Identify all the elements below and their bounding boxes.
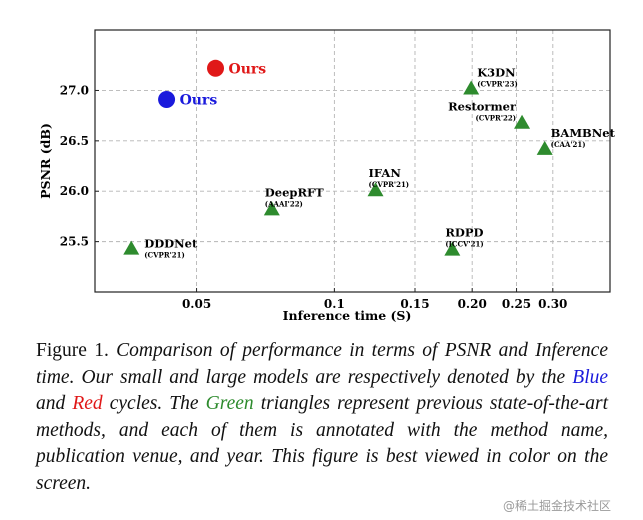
watermark: @稀土掘金技术社区 (503, 499, 612, 513)
caption-blue-word: Blue (572, 366, 609, 388)
method-name-label: Restormer (448, 100, 517, 114)
y-axis-label: PSNR (dB) (38, 123, 53, 199)
data-points: Ours Ours K3DN(CVPR'23) Restormer(CVPR'22) B… (123, 59, 616, 260)
ours-large-marker (207, 59, 225, 77)
method-venue-label: (CVPR'22) (475, 114, 516, 123)
axis-ticks: 0.05 0.1 0.15 0.20 0.25 0.30 25.5 26.0 26.5 27.0 (60, 83, 568, 311)
plot-frame (94, 29, 611, 293)
method-marker-deeprft (263, 201, 280, 216)
caption-and: and (36, 393, 66, 414)
caption-red-word: Red (72, 393, 103, 414)
x-axis-label: Inference time (S) (283, 308, 412, 323)
caption-lead: Figure 1. (36, 340, 109, 361)
method-venue-label: (CVPR'21) (369, 180, 410, 189)
method-marker-k3dn (463, 80, 480, 95)
grid-lines (95, 30, 610, 292)
caption-green-word: Green (205, 393, 254, 414)
method-name-label: K3DN (477, 65, 516, 79)
method-marker-bambnet (536, 140, 553, 155)
method-marker-dddnet (123, 240, 140, 255)
method-marker-restormer (514, 114, 531, 129)
x-tick-label: 0.1 (324, 297, 345, 311)
method-name-label: BAMBNet (551, 126, 616, 140)
method-marker-ifan (367, 182, 384, 197)
method-venue-label: (CVPR'21) (144, 251, 185, 260)
y-tick-label: 25.5 (60, 235, 89, 249)
y-tick-label: 26.0 (60, 184, 89, 198)
x-tick-label: 0.25 (502, 297, 531, 311)
method-name-label: DDDNet (144, 237, 198, 251)
method-name-label: RDPD (445, 226, 483, 240)
caption-part3: triangles represent previous state-of-th… (36, 393, 608, 494)
method-venue-label: (ICCV'21) (445, 240, 483, 249)
method-venue-label: (AAAI'22) (265, 199, 303, 208)
method-name-label: IFAN (369, 166, 402, 180)
x-tick-label: 0.20 (458, 297, 487, 311)
method-venue-label: (CVPR'23) (477, 79, 518, 88)
figure-caption: Figure 1. Comparison of performance in t… (36, 338, 608, 497)
ours-small-marker (158, 91, 176, 109)
method-venue-label: (CAA'21) (551, 140, 586, 149)
x-tick-label: 0.05 (182, 297, 211, 311)
caption-part1: Comparison of performance in terms of PS… (36, 340, 608, 388)
x-tick-label: 0.15 (400, 297, 429, 311)
ours-small-label: Ours (180, 93, 218, 109)
y-tick-label: 26.5 (60, 134, 89, 148)
x-tick-label: 0.30 (538, 297, 567, 311)
method-name-label: DeepRFT (265, 185, 324, 199)
ours-large-label: Ours (229, 61, 267, 77)
method-marker-rdpd (444, 241, 461, 256)
caption-part2: cycles. The (109, 393, 199, 414)
y-tick-label: 27.0 (60, 83, 89, 97)
